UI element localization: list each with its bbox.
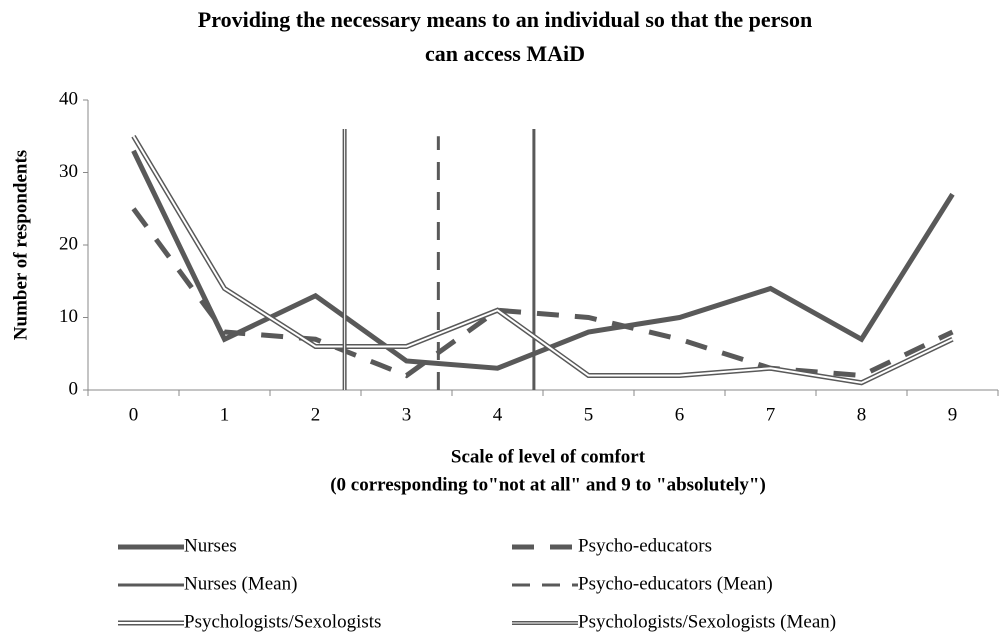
series-line (131, 149, 955, 371)
chart-title: Providing the necessary means to an indi… (198, 7, 812, 32)
series-line (131, 207, 954, 379)
legend-label: Psychologists/Sexologists (184, 611, 381, 632)
x-tick-label: 3 (402, 404, 412, 425)
x-tick-label: 9 (948, 404, 958, 425)
y-tick-label: 30 (59, 161, 78, 182)
legend-label: Nurses (184, 535, 237, 556)
x-axis-label: (0 corresponding to"not at all" and 9 to… (330, 474, 766, 495)
y-tick-label: 40 (59, 88, 78, 109)
legend-label: Nurses (Mean) (184, 573, 297, 594)
series-line-inner (132, 135, 953, 384)
legend-label: Psycho-educators (Mean) (578, 573, 773, 594)
y-tick-label: 10 (59, 306, 78, 327)
series-line (131, 134, 954, 386)
x-tick-label: 4 (493, 404, 503, 425)
legend-label: Psycho-educators (578, 535, 712, 556)
x-tick-label: 6 (675, 404, 685, 425)
x-tick-label: 7 (766, 404, 776, 425)
x-tick-label: 2 (311, 404, 321, 425)
legend-label: Psychologists/Sexologists (Mean) (578, 611, 836, 632)
x-tick-label: 1 (220, 404, 230, 425)
x-tick-label: 0 (129, 404, 139, 425)
y-tick-label: 0 (69, 378, 79, 399)
y-axis-label: Number of respondents (10, 150, 31, 340)
x-axis-label: Scale of level of comfort (451, 446, 646, 467)
x-tick-label: 8 (857, 404, 867, 425)
y-tick-label: 20 (59, 233, 78, 254)
x-tick-label: 5 (584, 404, 594, 425)
chart-title: can access MAiD (425, 41, 585, 66)
